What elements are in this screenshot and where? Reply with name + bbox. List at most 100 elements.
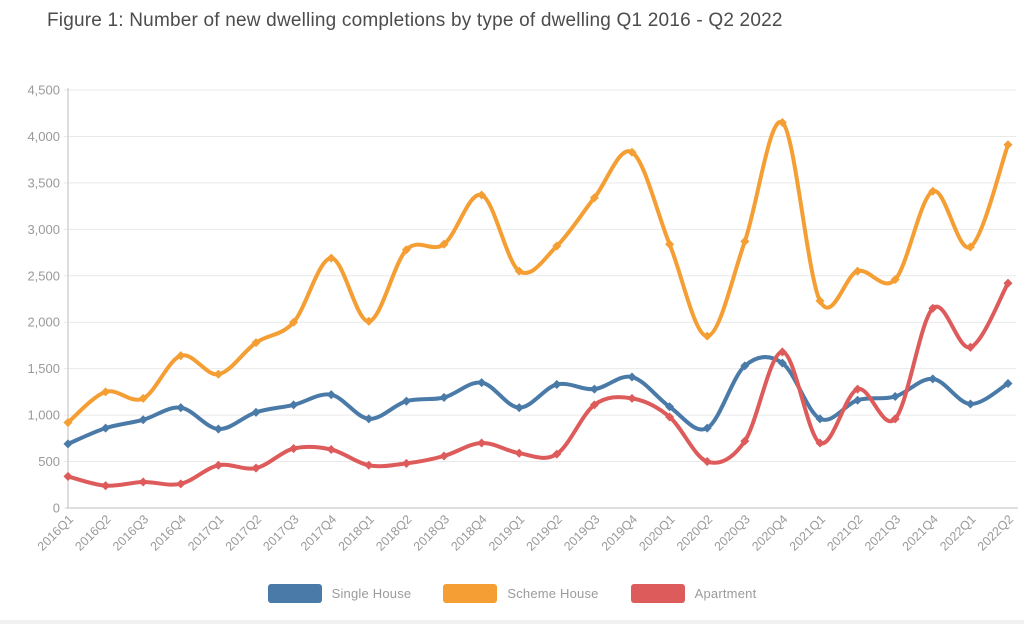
data-point-apartment: [439, 451, 449, 461]
data-point-single-house: [928, 374, 938, 384]
x-axis-tick: 2016Q1: [35, 512, 76, 553]
x-axis-tick: 2019Q3: [561, 512, 602, 553]
data-point-apartment: [514, 448, 524, 458]
x-axis-tick: 2016Q2: [72, 512, 113, 553]
x-axis-tick: 2017Q3: [260, 512, 301, 553]
x-axis-tick-label: 2021Q4: [900, 512, 941, 553]
x-axis-tick-label: 2017Q1: [185, 512, 226, 553]
data-point-apartment: [890, 414, 900, 424]
x-axis-tick: 2017Q1: [185, 512, 226, 553]
data-point-apartment: [928, 303, 938, 313]
x-axis-tick-label: 2022Q1: [937, 512, 978, 553]
data-point-single-house: [665, 402, 675, 412]
y-axis-tick-label: 3,500: [27, 175, 60, 190]
x-axis-tick: 2021Q3: [862, 512, 903, 553]
data-point-apartment: [965, 342, 975, 352]
series-line-scheme-house: [66, 119, 1010, 425]
data-point-single-house: [552, 379, 562, 389]
x-axis-tick-label: 2020Q3: [712, 512, 753, 553]
series-line-single-house: [66, 355, 1010, 446]
data-point-single-house: [514, 403, 524, 413]
data-point-apartment: [477, 438, 487, 448]
data-point-apartment: [853, 384, 863, 394]
x-axis-tick: 2020Q2: [674, 512, 715, 553]
data-point-single-house: [965, 399, 975, 409]
data-point-scheme-house: [251, 338, 261, 348]
x-axis-tick-label: 2018Q3: [411, 512, 452, 553]
data-point-single-house: [589, 384, 599, 394]
data-point-single-house: [138, 415, 148, 425]
data-point-scheme-house: [101, 387, 111, 397]
data-point-apartment: [138, 477, 148, 487]
x-axis-tick: 2020Q4: [749, 512, 790, 553]
legend-label: Single House: [331, 585, 412, 601]
data-point-apartment: [665, 412, 675, 422]
data-point-single-house: [853, 395, 863, 405]
data-point-apartment: [101, 481, 111, 491]
data-point-scheme-house: [853, 266, 863, 276]
data-point-single-house: [251, 407, 261, 417]
x-axis-tick: 2018Q2: [373, 512, 414, 553]
x-axis-tick: 2017Q2: [223, 512, 264, 553]
x-axis-tick-label: 2017Q3: [260, 512, 301, 553]
y-axis-tick-label: 0: [53, 501, 60, 516]
y-axis-tick-label: 1,000: [27, 408, 60, 423]
bottom-divider: [0, 620, 1024, 624]
x-axis-tick-label: 2016Q3: [110, 512, 151, 553]
x-axis-tick: 2018Q1: [336, 512, 377, 553]
data-point-apartment: [251, 463, 261, 473]
x-axis-tick-label: 2021Q3: [862, 512, 903, 553]
x-axis-tick: 2018Q3: [411, 512, 452, 553]
x-axis-tick: 2019Q4: [599, 512, 640, 553]
x-axis-tick-label: 2018Q4: [448, 512, 489, 553]
data-point-scheme-house: [702, 331, 712, 341]
x-axis-tick-label: 2019Q3: [561, 512, 602, 553]
data-point-scheme-house: [401, 245, 411, 255]
x-axis-tick: 2021Q4: [900, 512, 941, 553]
x-axis-tick-label: 2018Q1: [336, 512, 377, 553]
x-axis-tick-label: 2021Q2: [824, 512, 865, 553]
x-axis-tick: 2021Q1: [787, 512, 828, 553]
legend-swatch-scheme-house: [443, 583, 498, 603]
y-axis-tick-label: 2,500: [27, 268, 60, 283]
x-axis-tick-label: 2022Q2: [975, 512, 1016, 553]
x-axis-tick: 2022Q1: [937, 512, 978, 553]
x-axis-tick-label: 2021Q1: [787, 512, 828, 553]
legend-item-apartment: Apartment: [630, 583, 757, 603]
data-point-apartment: [364, 460, 374, 470]
x-axis-tick-label: 2017Q4: [298, 512, 339, 553]
legend-label: Apartment: [694, 585, 757, 601]
series-line-apartment: [66, 281, 1010, 488]
x-axis-tick: 2022Q2: [975, 512, 1016, 553]
x-axis-tick-label: 2020Q2: [674, 512, 715, 553]
figure-title: Figure 1: Number of new dwelling complet…: [47, 10, 783, 31]
x-axis-tick-label: 2019Q2: [524, 512, 565, 553]
x-axis-tick-label: 2018Q2: [373, 512, 414, 553]
data-point-apartment: [702, 457, 712, 467]
legend-item-single-house: Single House: [267, 583, 412, 603]
data-point-single-house: [213, 424, 223, 434]
y-axis-tick-label: 3,000: [27, 222, 60, 237]
x-axis-tick-label: 2020Q4: [749, 512, 790, 553]
x-axis-tick: 2020Q3: [712, 512, 753, 553]
data-point-apartment: [213, 460, 223, 470]
x-axis-tick: 2020Q1: [636, 512, 677, 553]
data-point-apartment: [777, 347, 787, 357]
data-point-single-house: [176, 403, 186, 413]
x-axis-tick-label: 2016Q4: [148, 512, 189, 553]
x-axis-tick: 2017Q4: [298, 512, 339, 553]
x-axis-tick-label: 2019Q1: [486, 512, 527, 553]
data-point-single-house: [364, 414, 374, 424]
legend-label: Scheme House: [507, 585, 599, 601]
chart-legend: Single House Scheme House Apartment: [0, 580, 1024, 606]
x-axis-tick-label: 2019Q4: [599, 512, 640, 553]
legend-swatch-apartment: [630, 583, 685, 603]
x-axis-tick-label: 2017Q2: [223, 512, 264, 553]
data-point-single-house: [439, 392, 449, 402]
y-axis-tick-label: 2,000: [27, 315, 60, 330]
y-axis-tick-label: 500: [38, 454, 60, 469]
x-axis-tick: 2019Q2: [524, 512, 565, 553]
x-axis-tick: 2016Q4: [148, 512, 189, 553]
